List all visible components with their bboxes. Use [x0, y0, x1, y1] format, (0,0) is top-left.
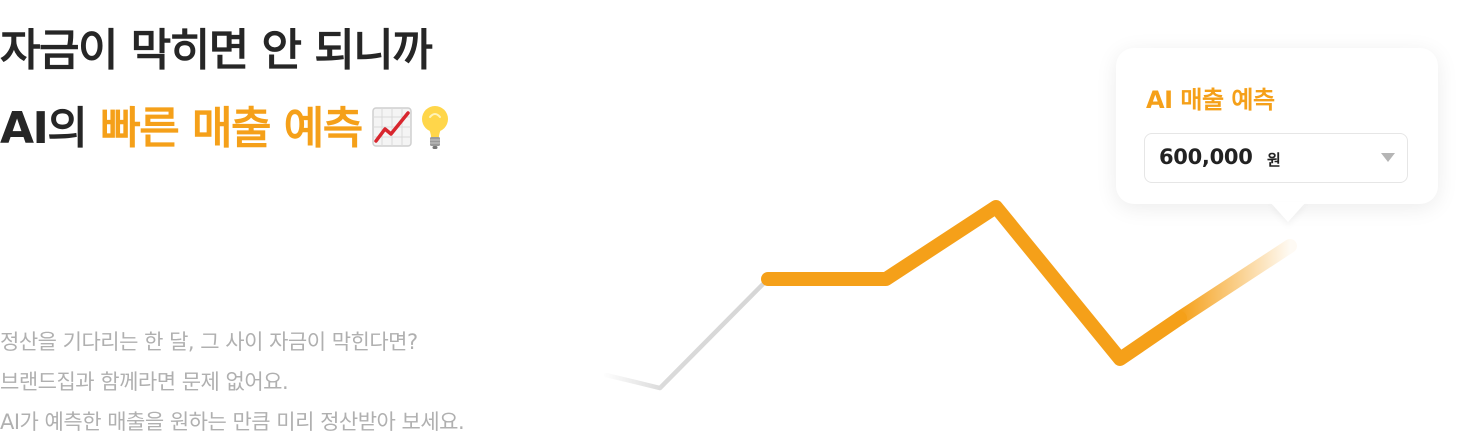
headline: 자금이 막히면 안 되니까 AI의 빠른 매출 예측: [0, 12, 450, 168]
amount-value: 600,000: [1159, 145, 1253, 169]
chart-increasing-icon: [372, 107, 412, 147]
trend-line-current: [761, 200, 1187, 366]
headline-line-2-prefix: AI의: [0, 103, 101, 154]
amount-unit: 원: [1267, 151, 1281, 169]
headline-line-1: 자금이 막히면 안 되니까: [0, 25, 433, 76]
card-title: AI 매출 예측: [1146, 86, 1275, 114]
description-line: 브랜드집과 함께라면 문제 없어요.: [0, 370, 289, 394]
description-line: 정산을 기다리는 한 달, 그 사이 자금이 막힌다면?: [0, 330, 418, 354]
amount-select[interactable]: 600,000 원: [1144, 133, 1408, 183]
light-bulb-icon: [421, 106, 448, 149]
card-pointer: [1270, 202, 1306, 222]
ai-forecast-card: AI 매출 예측 600,000 원: [1116, 48, 1438, 222]
trend-line-past: [603, 276, 771, 391]
headline-line-2-accent: 빠른 매출 예측: [100, 103, 363, 154]
chevron-down-icon: [1381, 153, 1395, 162]
trend-line-forecast: [1173, 239, 1297, 325]
description-line: AI가 예측한 매출을 원하는 만큼 미리 정산받아 보세요.: [0, 410, 465, 434]
description: 정산을 기다리는 한 달, 그 사이 자금이 막힌다면? 브랜드집과 함께라면 …: [0, 322, 465, 442]
